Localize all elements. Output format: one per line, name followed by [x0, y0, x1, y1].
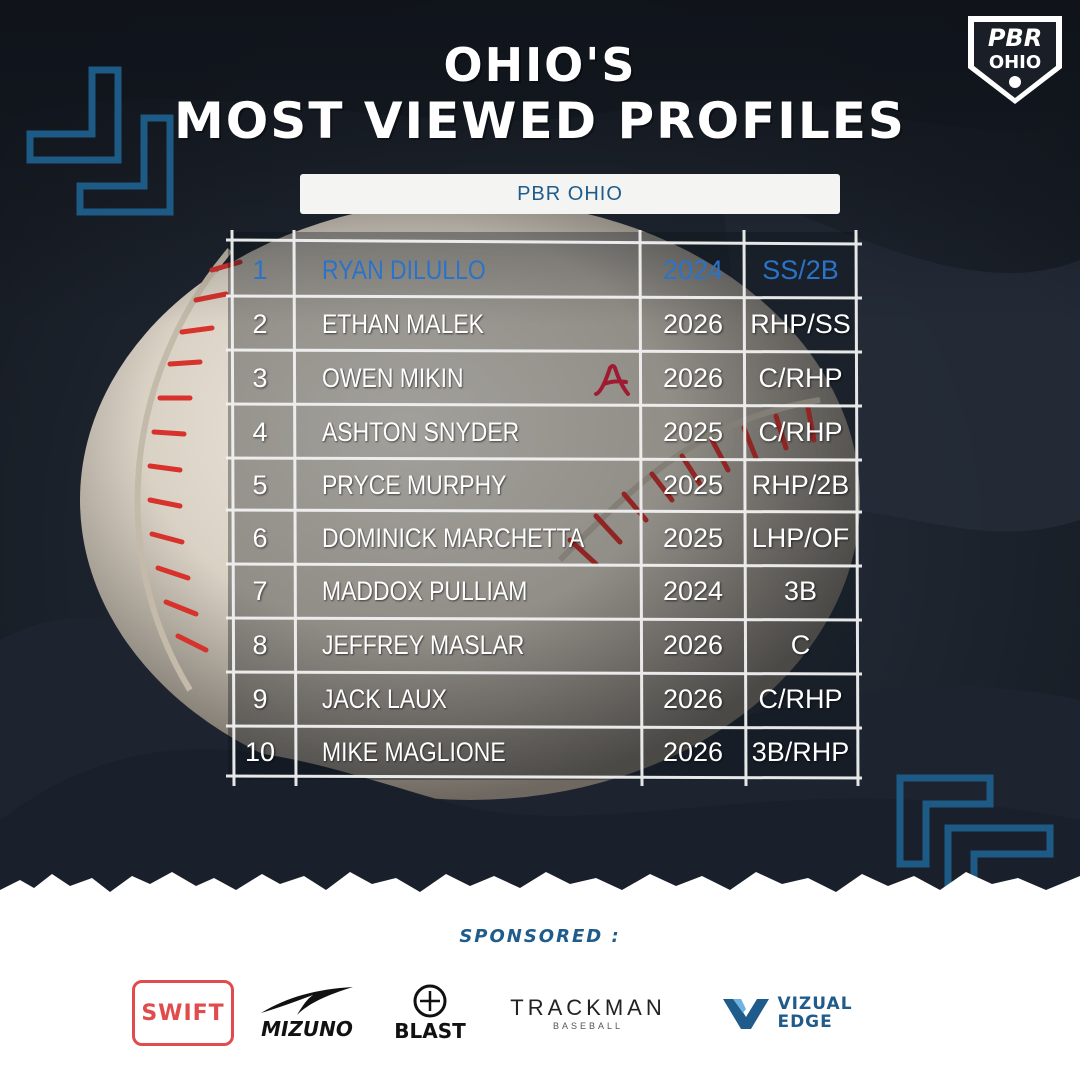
- grad-year-cell: 2026: [662, 630, 724, 660]
- swift-logo: SWIFT: [128, 978, 238, 1048]
- vizual-edge-v-icon: [723, 999, 770, 1029]
- rank-cell: 8: [252, 630, 268, 660]
- trackman-logo-text: TRACKMAN: [510, 995, 666, 1020]
- mizuno-logo-text: MIZUNO: [261, 1017, 353, 1041]
- grad-year-cell: 2024: [662, 255, 724, 285]
- vizual-edge-logo: VIZUAL EDGE: [712, 978, 862, 1048]
- rank-cell: 3: [252, 363, 268, 393]
- player-name-cell: MADDOX PULLIAM: [322, 576, 528, 606]
- rank-cell: 10: [244, 737, 276, 767]
- position-cell: C: [790, 630, 811, 660]
- rank-cell: 2: [252, 309, 268, 339]
- position-cell: LHP/OF: [751, 523, 850, 553]
- grad-year-cell: 2025: [662, 470, 724, 500]
- mizuno-logo: MIZUNO: [252, 978, 362, 1048]
- rank-cell: 6: [252, 523, 268, 553]
- position-cell: RHP/2B: [751, 470, 850, 500]
- player-name-cell: MIKE MAGLIONE: [322, 737, 506, 767]
- vizual-edge-text: VIZUAL EDGE: [777, 995, 852, 1031]
- grad-year-cell: 2025: [662, 523, 724, 553]
- subtitle-banner: [300, 174, 840, 214]
- rank-cell: 7: [252, 576, 268, 606]
- vizual-logo-text-line-1: VIZUAL: [777, 994, 853, 1014]
- grad-year-cell: 2026: [662, 684, 724, 714]
- rank-cell: 4: [252, 417, 268, 447]
- player-name-cell: RYAN DILULLO: [322, 255, 486, 285]
- subtitle-text: PBR OHIO: [517, 183, 623, 205]
- table-grid: [225, 229, 863, 787]
- pbr-ohio-logo: PBR OHIO: [968, 16, 1062, 104]
- position-cell: SS/2B: [762, 255, 839, 285]
- grad-year-cell: 2025: [662, 417, 724, 447]
- blast-logo: BLAST: [380, 978, 480, 1048]
- bracket-decoration-top-left: [26, 66, 174, 216]
- position-cell: RHP/SS: [750, 309, 851, 339]
- alabama-a-logo-icon: [594, 364, 630, 396]
- position-cell: C/RHP: [758, 684, 843, 714]
- player-name-cell: PRYCE MURPHY: [322, 470, 507, 500]
- grad-year-cell: 2026: [662, 737, 724, 767]
- player-name-cell: ASHTON SNYDER: [322, 417, 520, 447]
- logo-text-ohio: OHIO: [989, 52, 1041, 73]
- page-title-line-1: OHIO'S: [443, 38, 637, 92]
- player-name-cell: JEFFREY MASLAR: [322, 630, 525, 660]
- player-name-cell: JACK LAUX: [322, 684, 448, 714]
- blast-logo-text: BLAST: [394, 1019, 466, 1043]
- trackman-logo-subtext: BASEBALL: [552, 1021, 624, 1031]
- page-title-line-2: MOST VIEWED PROFILES: [174, 92, 906, 150]
- rank-cell: 5: [252, 470, 268, 500]
- position-cell: C/RHP: [758, 363, 843, 393]
- grad-year-cell: 2026: [662, 363, 724, 393]
- position-cell: 3B: [783, 576, 818, 606]
- grad-year-cell: 2024: [662, 576, 724, 606]
- rank-cell: 9: [252, 684, 268, 714]
- vizual-logo-text-line-2: EDGE: [777, 1012, 833, 1032]
- grad-year-cell: 2026: [662, 309, 724, 339]
- player-name-cell: DOMINICK MARCHETTA: [322, 523, 585, 553]
- blast-target-icon: [413, 984, 447, 1018]
- position-cell: C/RHP: [758, 417, 843, 447]
- trackman-logo: TRACKMAN BASEBALL: [498, 978, 678, 1048]
- player-name-cell: OWEN MIKIN: [322, 363, 464, 393]
- rank-cell: 1: [252, 255, 268, 285]
- swift-logo-text: SWIFT: [132, 980, 234, 1046]
- sponsored-label: SPONSORED :: [459, 926, 621, 947]
- player-name-cell: ETHAN MALEK: [322, 309, 484, 339]
- logo-text-pbr: PBR: [988, 24, 1042, 52]
- mizuno-runbird-icon: [261, 987, 353, 1015]
- position-cell: 3B/RHP: [751, 737, 850, 767]
